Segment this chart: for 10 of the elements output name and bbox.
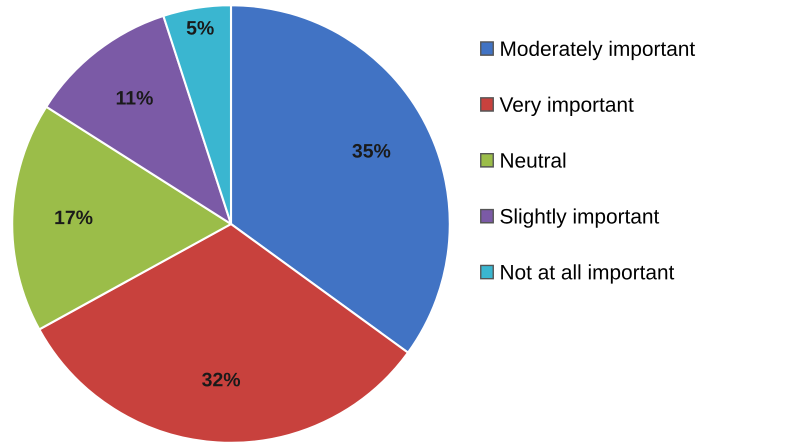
data-label: 11% xyxy=(116,91,153,105)
data-label: 32% xyxy=(202,372,240,386)
data-label: 35% xyxy=(352,144,390,158)
legend-label: Slightly important xyxy=(500,208,660,228)
legend-label: Neutral xyxy=(501,152,566,168)
legend-label: Not at all important xyxy=(501,264,674,284)
legend-label: Very important xyxy=(500,96,634,116)
legend-label: Moderately important xyxy=(501,40,696,60)
data-label: 5% xyxy=(186,20,214,35)
data-label: 17% xyxy=(55,210,92,224)
